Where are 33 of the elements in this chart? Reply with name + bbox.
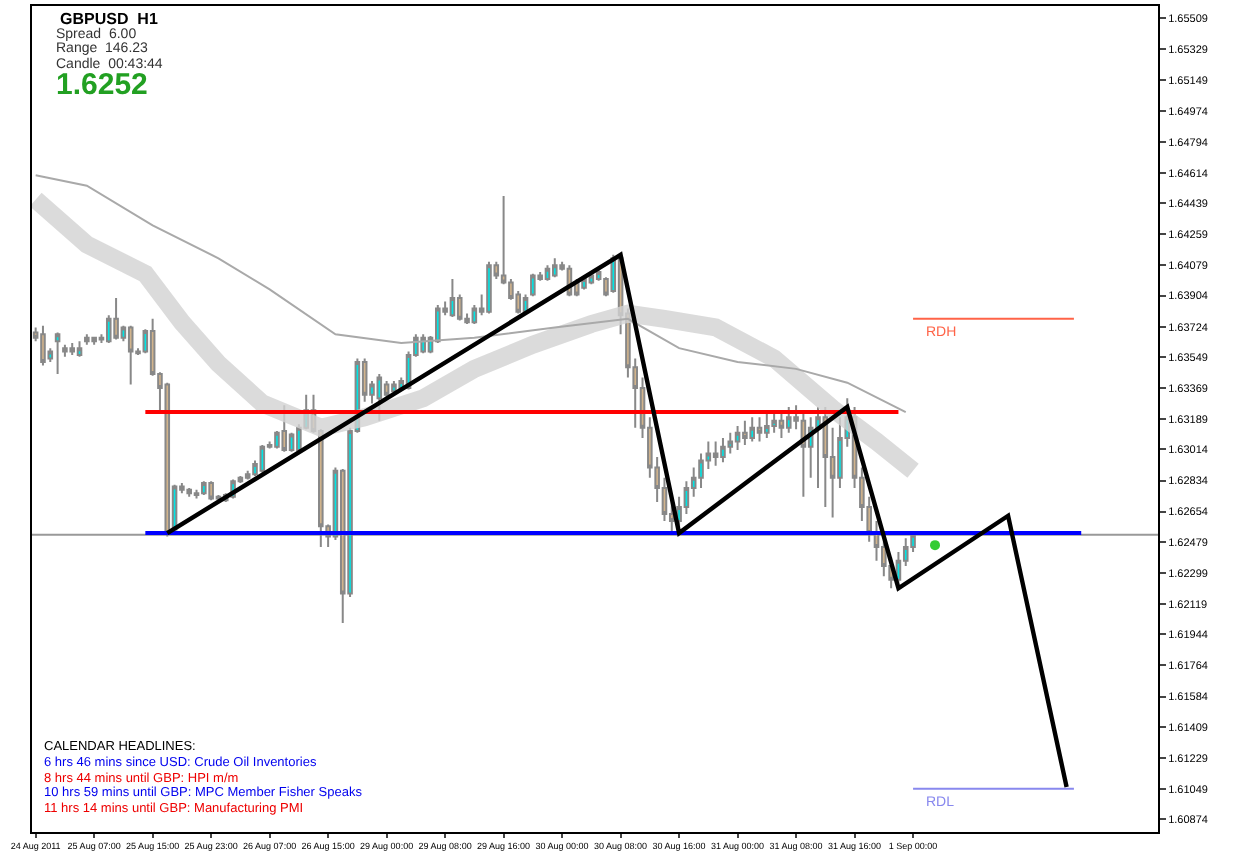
candlestick	[274, 430, 280, 450]
candlestick	[113, 297, 119, 341]
candlestick	[749, 416, 755, 443]
candlestick	[201, 480, 207, 497]
candlestick	[544, 264, 551, 282]
candlestick	[778, 412, 785, 439]
candlestick	[800, 412, 807, 498]
candlestick	[771, 409, 777, 434]
candlestick	[193, 488, 200, 500]
candlestick	[727, 431, 734, 455]
candlestick	[712, 440, 719, 467]
candlestick	[40, 324, 46, 367]
candlestick	[127, 324, 134, 386]
candlestick	[54, 331, 61, 376]
candlestick	[764, 412, 770, 439]
candlestick	[449, 278, 456, 319]
annotation: GBPUSD H1	[60, 10, 159, 28]
candlestick	[296, 423, 302, 453]
candlestick	[734, 424, 741, 452]
candlestick	[756, 416, 763, 443]
candlestick	[552, 257, 558, 279]
candlestick	[486, 260, 492, 315]
candlestick	[471, 303, 478, 325]
annotation: 1.6252	[56, 68, 148, 102]
candlestick	[76, 340, 83, 358]
candlestick	[69, 341, 75, 357]
candlestick	[785, 405, 792, 434]
candlestick	[391, 379, 397, 395]
candlestick	[742, 419, 748, 446]
candlestick	[186, 487, 192, 498]
candlestick	[208, 480, 214, 502]
line-series	[34, 174, 907, 414]
candlestick	[720, 437, 726, 464]
